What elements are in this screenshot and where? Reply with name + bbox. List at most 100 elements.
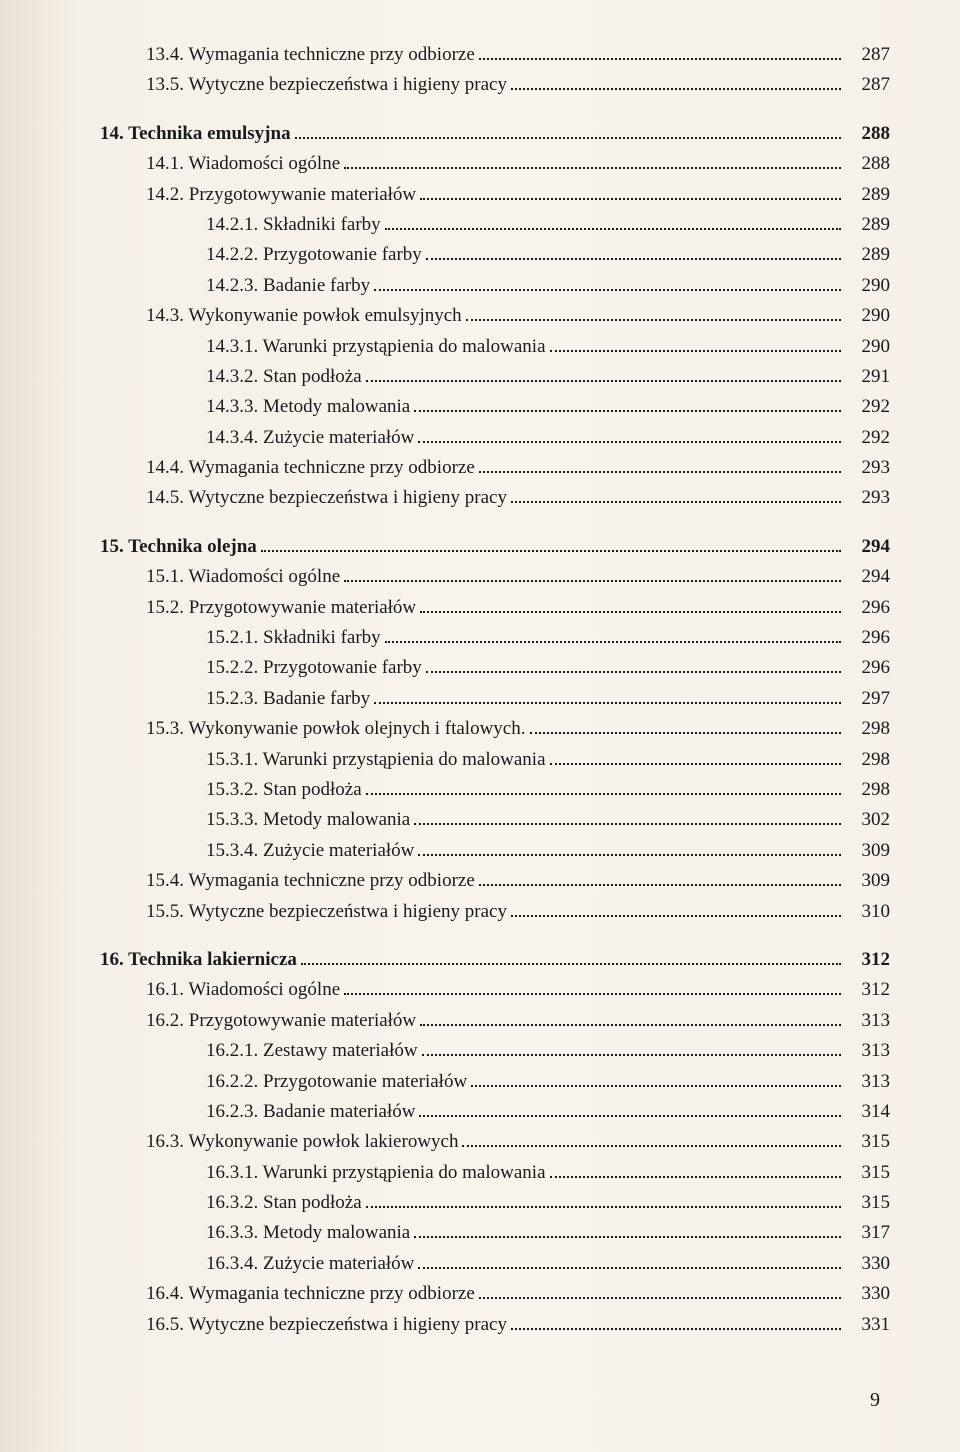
toc-entry-label: 14.3.4. Zużycie materiałów <box>206 423 414 453</box>
toc-leader <box>420 1007 841 1026</box>
toc-entry: 15.3.1. Warunki przystąpienia do malowan… <box>100 745 890 775</box>
toc-entry-page: 290 <box>845 332 890 362</box>
toc-entry-label: 14.1. Wiadomości ogólne <box>146 149 340 179</box>
toc-entry-label: 15.3.2. Stan podłoża <box>206 775 362 805</box>
toc-entry-page: 330 <box>845 1249 890 1279</box>
toc-entry-page: 315 <box>845 1127 890 1157</box>
toc-leader <box>420 180 841 199</box>
toc-entry: 14.2. Przygotowywanie materiałów289 <box>100 180 890 210</box>
toc-entry-page: 292 <box>845 423 890 453</box>
toc-entry: 16.3. Wykonywanie powłok lakierowych315 <box>100 1127 890 1157</box>
toc-leader <box>479 454 841 473</box>
toc-entry-label: 16.3.4. Zużycie materiałów <box>206 1249 414 1279</box>
toc-entry-label: 15.3.4. Zużycie materiałów <box>206 836 414 866</box>
toc-entry-label: 14.2.3. Badanie farby <box>206 271 370 301</box>
toc-entry-page: 313 <box>845 1036 890 1066</box>
toc-entry-page: 312 <box>845 945 890 975</box>
toc-leader <box>426 241 841 260</box>
toc-entry: 15.3.3. Metody malowania302 <box>100 805 890 835</box>
toc-entry: 16.5. Wytyczne bezpieczeństwa i higieny … <box>100 1310 890 1340</box>
toc-entry: 15.4. Wymagania techniczne przy odbiorze… <box>100 866 890 896</box>
toc-entry-page: 314 <box>845 1097 890 1127</box>
toc-leader <box>414 806 841 825</box>
toc-entry: 14.1. Wiadomości ogólne288 <box>100 149 890 179</box>
toc-entry: 14.3.4. Zużycie materiałów 292 <box>100 423 890 453</box>
toc-entry-label: 16.5. Wytyczne bezpieczeństwa i higieny … <box>146 1310 507 1340</box>
toc-entry-label: 16.1. Wiadomości ogólne <box>146 975 340 1005</box>
toc-entry-page: 298 <box>845 745 890 775</box>
toc-entry-label: 15.5. Wytyczne bezpieczeństwa i higieny … <box>146 897 507 927</box>
toc-leader <box>479 867 841 886</box>
toc-entry-label: 15.3.1. Warunki przystąpienia do malowan… <box>206 745 546 775</box>
toc-entry-page: 292 <box>845 392 890 422</box>
toc-entry-page: 309 <box>845 866 890 896</box>
toc-entry-label: 14.3.2. Stan podłoża <box>206 362 362 392</box>
toc-entry-label: 16.3.1. Warunki przystąpienia do malowan… <box>206 1158 546 1188</box>
toc-leader <box>550 746 841 765</box>
toc-leader <box>466 302 841 321</box>
toc-leader <box>511 1311 841 1330</box>
toc-entry: 16.4. Wymagania techniczne przy odbiorze… <box>100 1279 890 1309</box>
toc-container: 13.4. Wymagania techniczne przy odbiorze… <box>100 40 890 1340</box>
toc-entry-page: 310 <box>845 897 890 927</box>
toc-entry-label: 15.2.3. Badanie farby <box>206 684 370 714</box>
toc-leader <box>511 484 841 503</box>
toc-entry-page: 288 <box>845 119 890 149</box>
toc-entry-page: 298 <box>845 775 890 805</box>
toc-entry-page: 297 <box>845 684 890 714</box>
toc-entry: 14.5. Wytyczne bezpieczeństwa i higieny … <box>100 483 890 513</box>
toc-entry-label: 14.4. Wymagania techniczne przy odbiorze <box>146 453 475 483</box>
toc-entry-page: 289 <box>845 240 890 270</box>
toc-entry-label: 16.3.3. Metody malowania <box>206 1218 410 1248</box>
section-gap <box>100 514 890 532</box>
toc-entry-page: 313 <box>845 1006 890 1036</box>
toc-leader <box>366 1189 841 1208</box>
toc-entry-label: 14.3.1. Warunki przystąpienia do malowan… <box>206 332 546 362</box>
toc-entry: 16.2.3. Badanie materiałów 314 <box>100 1097 890 1127</box>
toc-entry: 14.3.3. Metody malowania292 <box>100 392 890 422</box>
toc-entry-label: 13.4. Wymagania techniczne przy odbiorze <box>146 40 475 70</box>
toc-leader <box>374 272 841 291</box>
toc-entry: 16.3.2. Stan podłoża315 <box>100 1188 890 1218</box>
toc-leader <box>385 624 841 643</box>
toc-leader <box>426 654 841 673</box>
toc-entry: 16. Technika lakiernicza312 <box>100 945 890 975</box>
toc-entry-page: 293 <box>845 483 890 513</box>
toc-entry: 14.2.2. Przygotowanie farby289 <box>100 240 890 270</box>
toc-entry: 14.2.3. Badanie farby 290 <box>100 271 890 301</box>
toc-leader <box>550 332 841 351</box>
toc-entry: 16.2.2. Przygotowanie materiałów313 <box>100 1067 890 1097</box>
toc-entry: 16.2.1. Zestawy materiałów313 <box>100 1036 890 1066</box>
toc-leader <box>511 71 841 90</box>
toc-entry: 16.2. Przygotowywanie materiałów313 <box>100 1006 890 1036</box>
toc-entry-page: 287 <box>845 40 890 70</box>
section-gap <box>100 927 890 945</box>
section-gap <box>100 101 890 119</box>
toc-entry: 15.2. Przygotowywanie materiałów296 <box>100 593 890 623</box>
toc-entry-page: 296 <box>845 593 890 623</box>
toc-entry-label: 15.3. Wykonywanie powłok olejnych i ftal… <box>146 714 526 744</box>
toc-entry: 14.3.2. Stan podłoża291 <box>100 362 890 392</box>
toc-leader <box>420 594 841 613</box>
toc-entry-page: 309 <box>845 836 890 866</box>
toc-leader <box>422 1037 841 1056</box>
toc-leader <box>344 150 841 169</box>
toc-entry-page: 302 <box>845 805 890 835</box>
toc-leader <box>301 946 841 965</box>
toc-entry-label: 16.2.3. Badanie materiałów <box>206 1097 415 1127</box>
toc-entry-label: 15.4. Wymagania techniczne przy odbiorze <box>146 866 475 896</box>
toc-leader <box>366 363 841 382</box>
toc-entry: 13.5. Wytyczne bezpieczeństwa i higieny … <box>100 70 890 100</box>
toc-entry-label: 15.1. Wiadomości ogólne <box>146 562 340 592</box>
toc-entry: 14.2.1. Składniki farby289 <box>100 210 890 240</box>
toc-leader <box>462 1128 841 1147</box>
toc-entry-page: 290 <box>845 271 890 301</box>
toc-entry-label: 14.3. Wykonywanie powłok emulsyjnych <box>146 301 462 331</box>
toc-entry-page: 289 <box>845 180 890 210</box>
toc-entry: 16.3.4. Zużycie materiałów 330 <box>100 1249 890 1279</box>
toc-entry: 15.3.4. Zużycie materiałów 309 <box>100 836 890 866</box>
toc-entry: 14.3.1. Warunki przystąpienia do malowan… <box>100 332 890 362</box>
toc-leader <box>418 424 841 443</box>
toc-entry: 15.5. Wytyczne bezpieczeństwa i higieny … <box>100 897 890 927</box>
toc-leader <box>419 1098 841 1117</box>
